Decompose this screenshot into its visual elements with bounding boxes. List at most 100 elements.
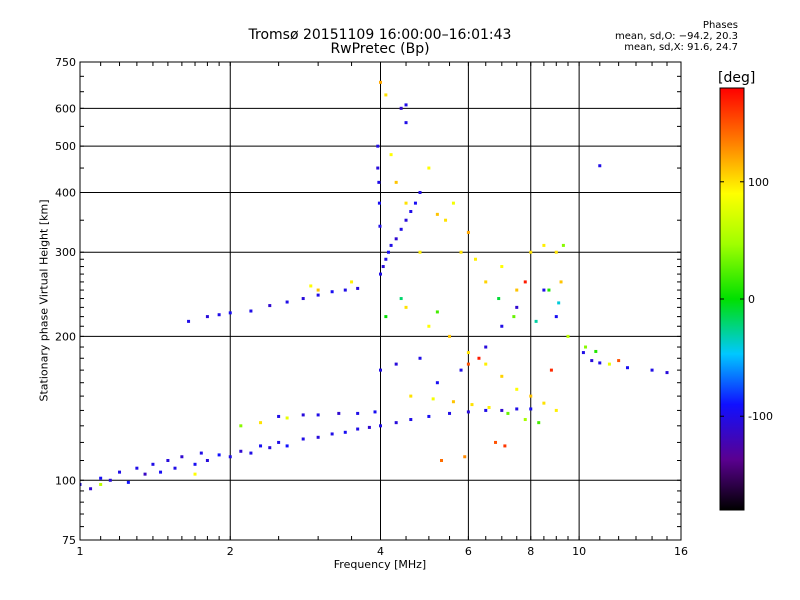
data-point-x [470,403,474,407]
phase-stats-o: mean, sd,O: −94.2, 20.3 [615,31,738,42]
data-point-o [466,410,470,414]
data-point-x [617,359,621,363]
data-point-x [557,301,561,305]
data-point-o [126,480,130,484]
data-point-o [376,144,380,148]
data-point-o [205,315,209,319]
axis-ticks [79,61,682,540]
data-point-o [301,297,305,301]
x-tick-label: 10 [572,545,586,558]
data-point-x [512,315,516,319]
data-point-o [268,446,272,450]
data-point-o [316,293,320,297]
data-point-o [356,411,360,415]
data-point-o [376,166,380,170]
data-point-o [249,309,253,313]
data-point-o [500,408,504,412]
data-point-x [594,349,598,353]
data-point-x [409,394,413,398]
data-point-x [554,250,558,254]
data-point-o [173,466,177,470]
data-point-o [80,482,82,486]
x-tick-label: 2 [227,545,234,558]
data-point-o [379,368,382,372]
data-point-x [379,80,382,84]
data-point-o [386,250,390,254]
data-point-o [99,476,103,480]
data-point-x [466,362,470,366]
data-point-o [249,451,253,455]
data-point-x [99,482,103,486]
colorbar-tick-label: -100 [748,410,773,423]
data-point-o [285,444,289,448]
data-point-x [384,315,388,319]
data-point-o [217,453,221,457]
data-point-o [484,408,488,412]
data-point-o [394,237,398,241]
phase-stats-heading: Phases [702,20,738,31]
data-point-o [418,356,422,360]
data-point-o [108,478,112,482]
data-point-x [309,284,313,288]
data-point-o [399,227,403,231]
data-point-o [343,430,347,434]
y-tick-label: 300 [55,246,76,259]
data-point-x [389,153,393,157]
data-point-o [89,487,93,491]
data-point-x [440,458,444,462]
data-point-o [598,361,602,365]
data-point-o [581,351,585,355]
data-point-o [377,201,381,205]
data-point-o [135,466,139,470]
data-point-o [166,458,170,462]
axis-tick-labels: 1 2 4 6 8 10 16 75 100 200 300 400 500 600 750 [55,56,688,558]
data-point-o [205,458,209,462]
x-tick-label: 16 [674,545,688,558]
data-point-o [389,243,393,247]
data-point-o [277,440,281,444]
colorbar-tick-label: 0 [748,293,755,306]
data-point-x [607,362,611,366]
data-point-o [394,421,398,425]
data-point-o [413,201,417,205]
data-point-x [435,310,439,314]
data-point-x [466,351,470,355]
data-point-x [404,305,408,309]
data-point-x [559,280,563,284]
data-point-o [399,106,403,110]
data-point-x [537,421,541,425]
data-point-x [477,356,481,360]
data-point-o [427,414,431,418]
data-point-x [259,421,263,425]
data-point-o [277,414,281,418]
scatter-points [80,80,669,491]
data-point-o [404,103,408,107]
phase-stats-x: mean, sd,X: 91.6, 24.7 [624,42,738,53]
colorbar-ticks: 100 0 -100 [720,176,773,423]
data-point-x [404,201,408,205]
data-point-o [377,180,381,184]
data-point-x [399,297,403,301]
y-tick-label: 400 [55,186,76,199]
data-point-o [448,411,452,415]
data-point-o [356,286,360,290]
data-point-o [404,121,408,125]
data-point-x [534,319,538,323]
data-point-o [239,449,243,453]
data-point-x [542,401,546,405]
data-point-o [217,313,221,317]
data-point-o [180,455,184,459]
data-point-x [503,444,507,448]
data-point-o [381,265,385,269]
data-point-o [151,462,155,466]
data-point-x [473,257,477,261]
data-point-x [500,374,504,378]
data-point-o [330,290,334,294]
data-point-x [529,250,533,254]
data-point-o [367,425,371,429]
data-point-o [529,407,533,411]
data-point-x [427,324,431,328]
y-tick-label: 500 [55,140,76,153]
data-point-x [523,418,527,422]
data-point-x [451,400,455,404]
